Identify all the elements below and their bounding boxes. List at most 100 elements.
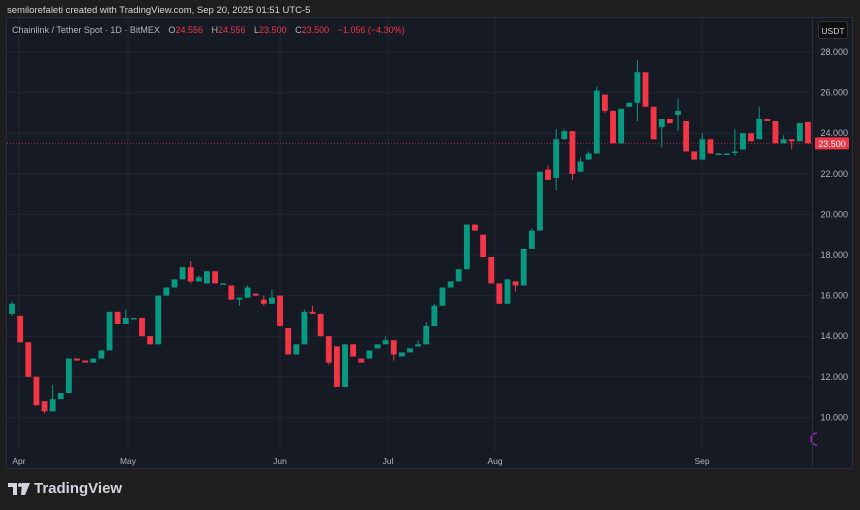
candle-body[interactable] [74,358,80,361]
indicator-icon[interactable] [810,432,818,446]
candle-body[interactable] [707,139,714,154]
candle-body[interactable] [415,344,422,347]
candle-body[interactable] [723,153,730,156]
candle-body[interactable] [512,281,519,286]
candle-body[interactable] [780,139,787,144]
candle-body[interactable] [439,287,446,306]
candle-body[interactable] [740,133,746,150]
candle-body[interactable] [488,257,495,284]
currency-button[interactable]: USDT [818,21,848,39]
candle-body[interactable] [317,313,324,337]
candle-body[interactable] [731,151,738,153]
candle-body[interactable] [398,352,405,357]
candle-body[interactable] [301,311,308,345]
candle-body[interactable] [252,293,259,296]
candle-body[interactable] [179,267,186,280]
candle-body[interactable] [610,110,616,144]
candle-body[interactable] [472,224,478,231]
candle-body[interactable] [244,287,251,298]
candle-body[interactable] [390,340,397,355]
candle-body[interactable] [187,267,194,282]
candle-body[interactable] [407,348,413,353]
candle-body[interactable] [537,171,543,231]
candle-body[interactable] [65,358,72,394]
candle-body[interactable] [756,118,763,140]
candle-body[interactable] [220,283,227,285]
candle-body[interactable] [561,131,568,140]
candle-body[interactable] [366,350,373,359]
candle-body[interactable] [650,106,657,140]
candle-body[interactable] [480,234,487,258]
candle-body[interactable] [666,118,673,124]
candle-body[interactable] [114,311,121,325]
candle-body[interactable] [626,102,633,107]
candle-body[interactable] [447,281,454,288]
candle-body[interactable] [748,133,755,142]
candle-body[interactable] [204,271,210,284]
candle-body[interactable] [358,358,365,363]
candle-body[interactable] [593,90,600,154]
candle-body[interactable] [277,295,283,327]
candle-body[interactable] [155,295,162,345]
candle-body[interactable] [236,297,243,300]
candle-body[interactable] [49,399,56,412]
candle-body[interactable] [553,139,560,178]
candle-body[interactable] [764,118,771,122]
candle-body[interactable] [293,344,300,355]
candle-body[interactable] [350,344,357,357]
candle-body[interactable] [382,340,389,345]
candle-body[interactable] [545,169,551,180]
tradingview-logo[interactable]: TradingView [8,480,122,497]
candle-body[interactable] [228,285,235,300]
candle-body[interactable] [520,248,527,286]
candle-body[interactable] [212,271,219,284]
candle-body[interactable] [90,358,97,363]
candle-body[interactable] [658,118,665,128]
candle-body[interactable] [618,108,625,144]
candle-body[interactable] [195,277,202,282]
candle-body[interactable] [683,121,690,152]
candle-body[interactable] [455,269,462,282]
candle-body[interactable] [577,161,584,172]
candle-body[interactable] [33,376,40,406]
candle-body[interactable] [122,317,129,325]
candle-body[interactable] [342,344,348,387]
candle-body[interactable] [788,139,795,142]
candle-body[interactable] [130,317,137,320]
candle-body[interactable] [504,279,511,304]
candle-body[interactable] [269,297,275,304]
candle-body[interactable] [585,153,592,160]
candle-body[interactable] [772,121,779,144]
candle-body[interactable] [325,336,332,363]
candle-body[interactable] [691,151,698,160]
candle-body[interactable] [171,279,178,288]
candle-body[interactable] [431,305,438,327]
candle-body[interactable] [642,72,649,107]
candle-body[interactable] [699,139,706,160]
candle-body[interactable] [675,110,681,115]
candle-body[interactable] [309,311,316,314]
candle-body[interactable] [805,121,811,144]
candle-body[interactable] [463,224,470,270]
candle-body[interactable] [139,317,145,337]
candle-body[interactable] [163,287,170,296]
candle-body[interactable] [41,401,48,412]
candle-body[interactable] [569,131,576,174]
candle-body[interactable] [634,72,641,103]
candle-body[interactable] [57,393,64,400]
candle-body[interactable] [496,283,503,304]
candle-body[interactable] [374,344,381,349]
candle-body[interactable] [285,328,292,355]
candle-body[interactable] [333,346,340,387]
candle-body[interactable] [715,153,722,156]
candle-body[interactable] [528,230,535,249]
candle-body[interactable] [82,360,89,363]
candle-body[interactable] [796,123,803,142]
candle-body[interactable] [601,94,608,111]
candle-body[interactable] [17,315,24,343]
candle-body[interactable] [260,299,267,304]
candle-body[interactable] [9,303,15,314]
candle-body[interactable] [147,336,154,345]
candle-body[interactable] [25,342,32,377]
